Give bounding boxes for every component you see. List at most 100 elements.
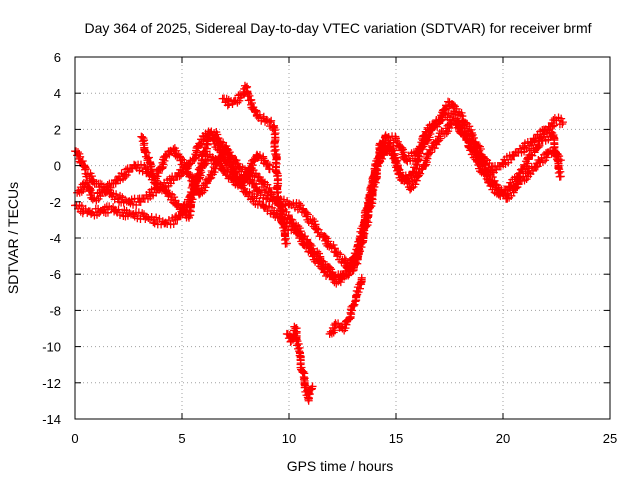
data-point [350, 300, 359, 309]
data-point [176, 154, 185, 163]
data-point [336, 278, 345, 287]
y-tick-label: -14 [42, 412, 61, 427]
series-track-c [73, 108, 565, 288]
data-point [170, 193, 179, 202]
data-point [557, 114, 566, 123]
data-point [468, 129, 477, 138]
data-point [516, 169, 525, 178]
data-point [87, 209, 96, 218]
data-point [255, 110, 264, 119]
data-point [341, 324, 350, 333]
data-point [297, 232, 306, 241]
data-point [309, 248, 318, 257]
data-point [136, 160, 145, 169]
data-point [427, 125, 436, 134]
data-point [344, 266, 353, 275]
data-point [248, 161, 257, 170]
data-point [556, 172, 565, 181]
data-point [186, 170, 195, 179]
data-point [267, 116, 276, 125]
data-point [103, 208, 112, 217]
data-point [509, 188, 518, 197]
data-point [282, 239, 291, 248]
data-point [245, 91, 254, 100]
data-point [302, 243, 311, 252]
data-point [430, 144, 439, 153]
data-point [330, 326, 339, 335]
data-point [357, 273, 366, 282]
data-point [550, 121, 559, 130]
data-point [391, 134, 400, 143]
data-point [436, 134, 445, 143]
data-point [412, 164, 421, 173]
x-tick-label: 0 [71, 431, 78, 446]
data-point [336, 250, 345, 259]
data-point [247, 164, 256, 173]
data-point [281, 234, 290, 243]
data-point [372, 161, 381, 170]
data-point [342, 271, 351, 280]
data-point [393, 137, 402, 146]
data-point [242, 83, 251, 92]
data-point [465, 122, 474, 131]
data-point [102, 188, 111, 197]
data-point [476, 144, 485, 153]
y-tick-label: -12 [42, 376, 61, 391]
data-point [294, 339, 303, 348]
data-point [414, 171, 423, 180]
y-tick-label: 6 [54, 50, 61, 65]
data-point [180, 158, 189, 167]
y-tick-label: 4 [54, 86, 61, 101]
data-point [470, 148, 479, 157]
data-point [476, 162, 485, 171]
data-point [217, 152, 226, 161]
data-point [265, 183, 274, 192]
data-point [336, 322, 345, 331]
data-point [196, 141, 205, 150]
data-point [438, 115, 447, 124]
data-point [286, 200, 295, 209]
data-point [456, 123, 465, 132]
data-point [106, 183, 115, 192]
y-tick-label: -4 [49, 231, 61, 246]
y-tick-label: -6 [49, 267, 61, 282]
data-point [513, 173, 522, 182]
data-point [409, 169, 418, 178]
data-point [305, 393, 314, 402]
data-point [213, 157, 222, 166]
y-tick-label: -2 [49, 195, 61, 210]
data-point [100, 203, 109, 212]
data-point [302, 208, 311, 217]
data-point [435, 136, 444, 145]
data-point [415, 152, 424, 161]
data-point [357, 229, 366, 238]
data-point [416, 169, 425, 178]
data-point [363, 205, 372, 214]
data-point [144, 213, 153, 222]
data-point [284, 211, 293, 220]
data-point [368, 182, 377, 191]
data-point [212, 137, 221, 146]
data-point [474, 157, 483, 166]
data-point [425, 133, 434, 142]
data-point [252, 180, 261, 189]
y-tick-label: 2 [54, 122, 61, 137]
data-point [352, 250, 361, 259]
data-point [121, 172, 130, 181]
data-point [77, 187, 86, 196]
data-point [207, 127, 216, 136]
data-point [349, 301, 358, 310]
series-track-d [137, 132, 274, 199]
data-points [71, 81, 567, 405]
data-point [78, 157, 87, 166]
data-point [303, 210, 312, 219]
data-point [134, 208, 143, 217]
series-track-f [282, 322, 317, 405]
data-point [340, 254, 349, 263]
data-point [325, 263, 334, 272]
data-point [469, 140, 478, 149]
x-tick-label: 20 [496, 431, 510, 446]
data-point [205, 174, 214, 183]
data-point [194, 171, 203, 180]
data-point [442, 129, 451, 138]
